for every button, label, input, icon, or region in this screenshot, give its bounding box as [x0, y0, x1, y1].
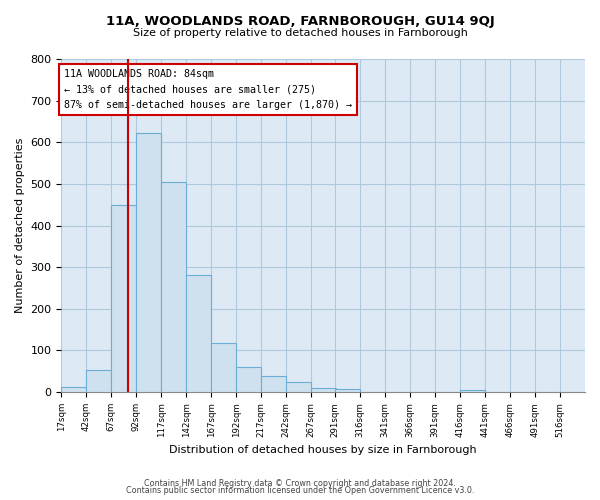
Bar — [311, 388, 336, 392]
Bar — [61, 387, 86, 392]
Y-axis label: Number of detached properties: Number of detached properties — [15, 138, 25, 313]
Bar — [86, 370, 112, 392]
Bar — [187, 276, 211, 392]
Bar — [460, 390, 485, 392]
Bar — [161, 182, 187, 392]
Text: Contains public sector information licensed under the Open Government Licence v3: Contains public sector information licen… — [126, 486, 474, 495]
Bar — [211, 343, 236, 392]
Bar — [112, 204, 136, 392]
Bar — [286, 382, 311, 392]
Bar — [236, 367, 261, 392]
Text: Contains HM Land Registry data © Crown copyright and database right 2024.: Contains HM Land Registry data © Crown c… — [144, 478, 456, 488]
X-axis label: Distribution of detached houses by size in Farnborough: Distribution of detached houses by size … — [169, 445, 477, 455]
Bar — [335, 389, 360, 392]
Text: 11A WOODLANDS ROAD: 84sqm
← 13% of detached houses are smaller (275)
87% of semi: 11A WOODLANDS ROAD: 84sqm ← 13% of detac… — [64, 69, 352, 110]
Bar — [261, 376, 286, 392]
Bar — [136, 133, 161, 392]
Text: 11A, WOODLANDS ROAD, FARNBOROUGH, GU14 9QJ: 11A, WOODLANDS ROAD, FARNBOROUGH, GU14 9… — [106, 15, 494, 28]
Text: Size of property relative to detached houses in Farnborough: Size of property relative to detached ho… — [133, 28, 467, 38]
